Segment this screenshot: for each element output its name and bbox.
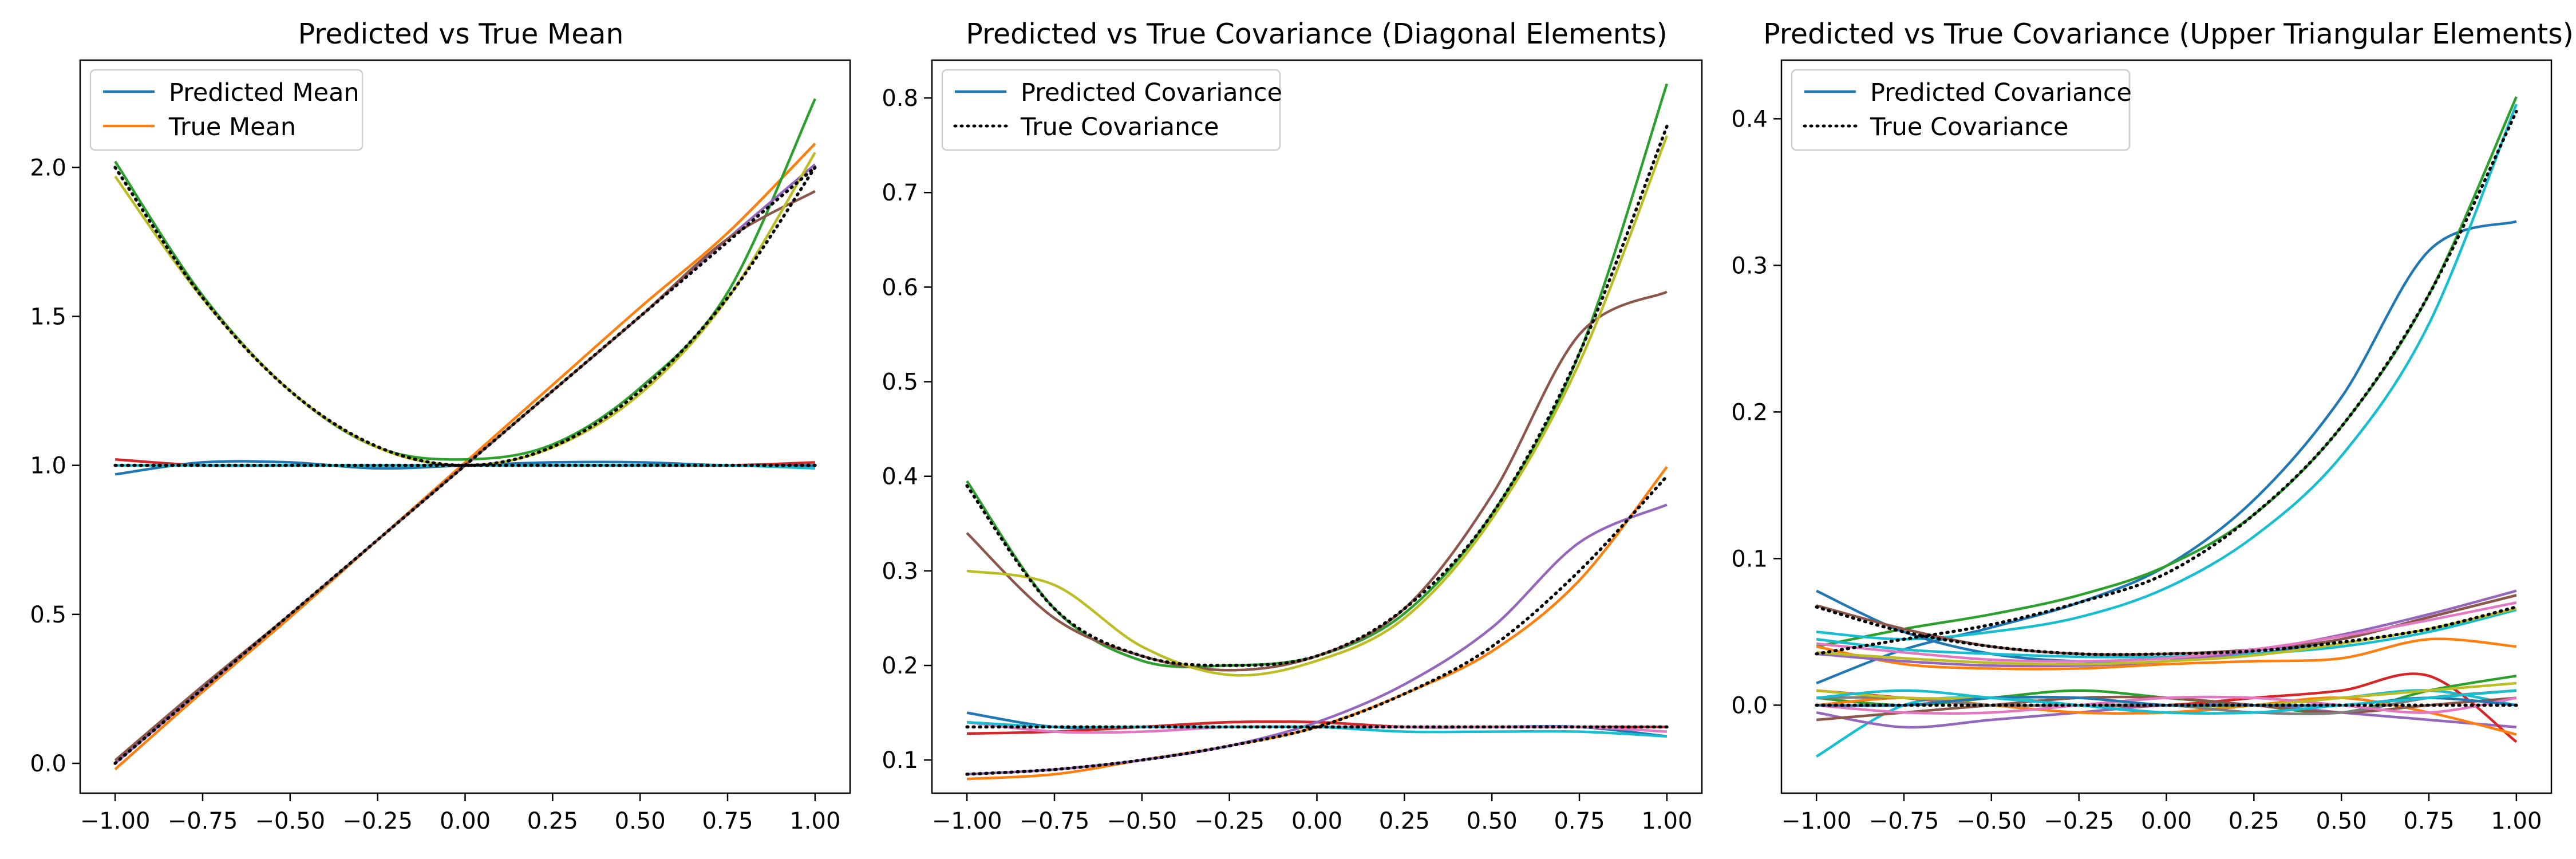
y-tick-label: 0.4: [1731, 106, 1768, 132]
legend: Predicted Covariance True Covariance: [1791, 69, 2132, 151]
chart-panel-mean: Predicted vs True Mean −1.00 −0.75 −0.50 −0…: [30, 18, 851, 834]
axes-frame: [1780, 59, 2553, 794]
series-line-pred-h: [966, 135, 1668, 677]
x-tick-label: −0.50: [1107, 808, 1178, 834]
axes-frame: [931, 59, 1703, 794]
series-line-pred-blue-steep: [1816, 220, 2517, 685]
series-line-true-lower: [965, 474, 1669, 776]
y-tick-label: 0.1: [1731, 546, 1768, 572]
x-tick-label: 1.00: [2491, 808, 2542, 834]
x-tick-label: 0.25: [2229, 808, 2279, 834]
x-tick-label: −1.00: [1781, 808, 1852, 834]
x-tick-label: −0.25: [2044, 808, 2114, 834]
series-line-pred-pink-mid: [1816, 601, 2517, 663]
x-tick-label: −0.75: [1869, 808, 1939, 834]
x-tick-label: 0.75: [1554, 808, 1605, 834]
series-line-pred-b: [114, 143, 816, 771]
x-tick-label: 0.25: [1379, 808, 1430, 834]
series-line-true-1-x: [113, 166, 817, 765]
x-tick-label: 0.75: [2403, 808, 2454, 834]
x-tick-label: −0.50: [1957, 808, 2027, 834]
chart-title: Predicted vs True Mean: [298, 18, 624, 50]
x-tick-label: 0.75: [702, 808, 753, 834]
y-tick-label: 0.3: [1731, 253, 1768, 279]
y-tick-label: 1.5: [30, 304, 66, 330]
y-tick-label: 0.0: [1731, 692, 1768, 719]
x-tick-label: 0.50: [1467, 808, 1518, 834]
legend-box: [941, 69, 1281, 151]
x-tick-label: 0.50: [615, 808, 666, 834]
y-tick-label: 0.3: [882, 558, 918, 585]
x-tick-label: −1.00: [80, 808, 151, 834]
x-tick-label: 0.25: [527, 808, 578, 834]
series-line-pred-orange-mid: [1816, 637, 2517, 671]
x-tick-label: 0.00: [1291, 808, 1342, 834]
legend-label-true-mean: True Mean: [168, 113, 296, 141]
y-tick-label: 0.0: [30, 751, 66, 777]
series-line-true-mid: [1815, 605, 2518, 656]
series-line-pred-teal-low: [1816, 689, 2517, 715]
legend: Predicted Mean True Mean: [89, 69, 364, 151]
legend-label-predicted-covariance: Predicted Covariance: [1870, 78, 2132, 107]
x-tick-label: 0.00: [2141, 808, 2192, 834]
legend-label-true-covariance: True Covariance: [1870, 113, 2068, 141]
axes-frame: [79, 59, 851, 794]
series-line-pred-cyan-steep: [1816, 103, 2518, 641]
chart-title: Predicted vs True Covariance (Diagonal E…: [966, 18, 1667, 50]
series-line-true-upper: [965, 124, 1669, 667]
y-tick-label: 0.5: [882, 369, 918, 396]
y-tick-label: 0.2: [882, 653, 918, 679]
y-tick-label: 0.5: [30, 602, 66, 628]
y-tick-label: 0.2: [1731, 399, 1768, 425]
plot-area: −1.00 −0.75 −0.50 −0.25 0.00 0.25 0.50 0.75 1.00…: [30, 98, 840, 834]
x-tick-label: −0.25: [342, 808, 413, 834]
x-tick-label: 1.00: [789, 808, 840, 834]
legend-label-predicted-covariance: Predicted Covariance: [1021, 78, 1282, 107]
x-tick-label: 1.00: [1641, 808, 1692, 834]
x-tick-label: 0.00: [440, 808, 491, 834]
y-tick-label: 1.0: [30, 453, 66, 479]
y-tick-label: 0.6: [882, 274, 918, 301]
chart-panel-upper-triangular: Predicted vs True Covariance (Upper Tria…: [1731, 18, 2574, 834]
series-line-true-steep: [1815, 109, 2518, 656]
x-tick-label: −0.75: [1020, 808, 1090, 834]
series-line-pred-cyan-mid: [1816, 608, 2517, 659]
y-tick-label: 0.8: [882, 85, 918, 112]
y-tick-label: 0.1: [882, 747, 918, 774]
chart-title: Predicted vs True Covariance (Upper Tria…: [1763, 18, 2574, 50]
legend-label-true-covariance: True Covariance: [1020, 113, 1219, 141]
y-tick-label: 0.7: [882, 180, 918, 206]
chart-panel-diagonal: Predicted vs True Covariance (Diagonal E…: [882, 18, 1703, 834]
legend-label-predicted-mean: Predicted Mean: [169, 78, 359, 107]
x-tick-label: −1.00: [932, 808, 1002, 834]
series-line-pred-pink-low: [1816, 695, 2517, 715]
y-tick-label: 2.0: [30, 155, 66, 181]
legend: Predicted Covariance True Covariance: [941, 69, 1282, 151]
x-tick-label: 0.50: [2316, 808, 2367, 834]
legend-box: [1791, 69, 2131, 151]
x-tick-label: −0.50: [255, 808, 326, 834]
plot-area: −1.00 −0.75 −0.50 −0.25 0.00 0.25 0.50 0.75 1.00…: [1731, 96, 2542, 834]
plot-area: −1.00 −0.75 −0.50 −0.25 0.00 0.25 0.50 0.75 1.00…: [882, 83, 1692, 834]
y-tick-label: 0.4: [882, 464, 918, 490]
x-tick-label: −0.75: [168, 808, 238, 834]
legend-box: [89, 69, 364, 151]
x-tick-label: −0.25: [1194, 808, 1265, 834]
